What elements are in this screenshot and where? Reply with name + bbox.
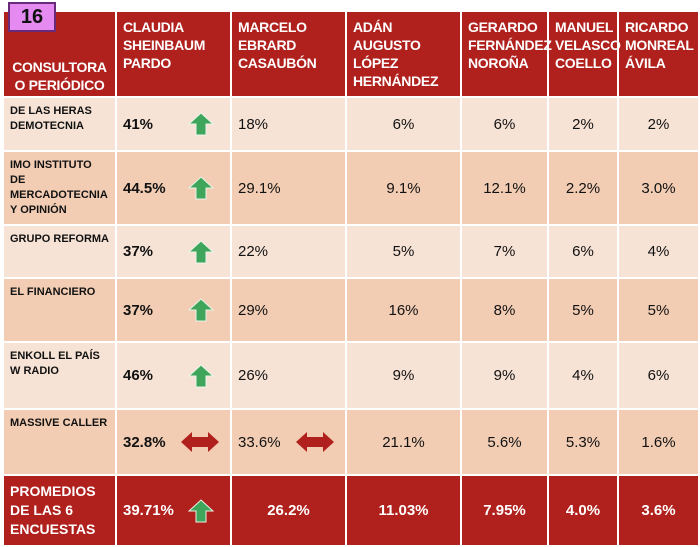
table-row: ENKOLL EL PAÍS W RADIO 46% 26% 9% 9% 4% 6% — [2, 341, 700, 410]
value-cell: 1.6% — [617, 408, 700, 476]
value-cell: 2.2% — [547, 150, 619, 226]
value-cell: 21.1% — [345, 408, 462, 476]
slide-number-badge: 16 — [8, 2, 56, 32]
value-cell: 8% — [460, 277, 549, 343]
value-cell: 4% — [547, 341, 619, 410]
value-cell: 5.6% — [460, 408, 549, 476]
value-cell: 9% — [460, 341, 549, 410]
value-cell: 18% — [238, 115, 269, 133]
value-cell: 5% — [617, 277, 700, 343]
average-value: 26.2% — [230, 474, 347, 547]
table-row: MASSIVE CALLER 32.8% 33.6% 21.1% 5.6% 5.3% 1.6… — [2, 408, 700, 476]
value-cell: 46% — [123, 367, 154, 384]
value-cell: 7% — [460, 224, 549, 279]
average-value: 7.95% — [460, 474, 549, 547]
arrow-up-icon — [188, 239, 214, 263]
value-cell: 9.1% — [345, 150, 462, 226]
header-candidate: ADÁN AUGUSTO LÓPEZ HERNÁNDEZ — [345, 10, 462, 98]
average-value: 11.03% — [345, 474, 462, 547]
value-cell: 22% — [238, 243, 269, 260]
value-cell: 9% — [345, 341, 462, 410]
value-cell: 3.0% — [617, 150, 700, 226]
value-cell: 37% — [123, 243, 154, 260]
value-cell: 4% — [617, 224, 700, 279]
poll-table: CONSULTORA O PERIÓDICO CLAUDIA SHEINBAUM … — [2, 10, 700, 547]
source-name: GRUPO REFORMA — [2, 224, 117, 279]
header-candidate: GERARDO FERNÁNDEZ NOROÑA — [460, 10, 552, 98]
value-cell: 29% — [238, 301, 269, 319]
double-arrow-icon — [181, 432, 219, 452]
source-name: IMO INSTITUTO DE MERCADOTECNIA Y OPINIÓN — [2, 150, 117, 226]
header-row: CONSULTORA O PERIÓDICO CLAUDIA SHEINBAUM … — [2, 10, 700, 98]
value-cell: 32.8% — [123, 433, 166, 451]
table-row: IMO INSTITUTO DE MERCADOTECNIA Y OPINIÓN… — [2, 150, 700, 226]
average-value: 4.0% — [547, 474, 619, 547]
value-cell: 33.6% — [238, 433, 281, 451]
source-name: EL FINANCIERO — [2, 277, 117, 343]
table-row: EL FINANCIERO 37% 29% 16% 8% 5% 5% — [2, 277, 700, 343]
value-cell: 26% — [238, 367, 269, 384]
arrow-up-icon — [188, 298, 214, 322]
table-row: DE LAS HERAS DEMOTECNIA 41% 18% 6% 6% 2% 2% — [2, 96, 700, 152]
table-row: GRUPO REFORMA 37% 22% 5% 7% 6% 4% — [2, 224, 700, 279]
average-row: PROMEDIOS DE LAS 6 ENCUESTAS 39.71% 26.2% 1… — [2, 474, 700, 547]
value-cell: 29.1% — [238, 179, 281, 197]
value-cell: 6% — [460, 96, 549, 152]
arrow-up-icon — [188, 363, 214, 387]
value-cell: 5.3% — [547, 408, 619, 476]
source-name: DE LAS HERAS DEMOTECNIA — [2, 96, 117, 152]
source-name: MASSIVE CALLER — [2, 408, 117, 476]
arrow-up-icon — [188, 176, 214, 200]
value-cell: 12.1% — [460, 150, 549, 226]
value-cell: 2% — [547, 96, 619, 152]
value-cell: 2% — [617, 96, 700, 152]
value-cell: 6% — [345, 96, 462, 152]
header-candidate: MANUEL VELASCO COELLO — [547, 10, 621, 98]
value-cell: 5% — [547, 277, 619, 343]
header-candidate: CLAUDIA SHEINBAUM PARDO — [115, 10, 232, 98]
value-cell: 6% — [547, 224, 619, 279]
header-candidate: RICARDO MONREAL ÁVILA — [617, 10, 700, 98]
arrow-up-icon — [188, 112, 214, 136]
value-cell: 37% — [123, 301, 154, 319]
source-name: ENKOLL EL PAÍS W RADIO — [2, 341, 117, 410]
value-cell: 5% — [345, 224, 462, 279]
double-arrow-icon — [296, 432, 334, 452]
value-cell: 16% — [345, 277, 462, 343]
average-value: 39.71% — [123, 502, 174, 519]
header-candidate: MARCELO EBRARD CASAUBÓN — [230, 10, 347, 98]
average-value: 3.6% — [617, 474, 700, 547]
value-cell: 44.5% — [123, 179, 166, 197]
value-cell: 6% — [617, 341, 700, 410]
average-label: PROMEDIOS DE LAS 6 ENCUESTAS — [2, 474, 117, 547]
value-cell: 41% — [123, 115, 154, 133]
arrow-up-icon — [188, 498, 214, 522]
